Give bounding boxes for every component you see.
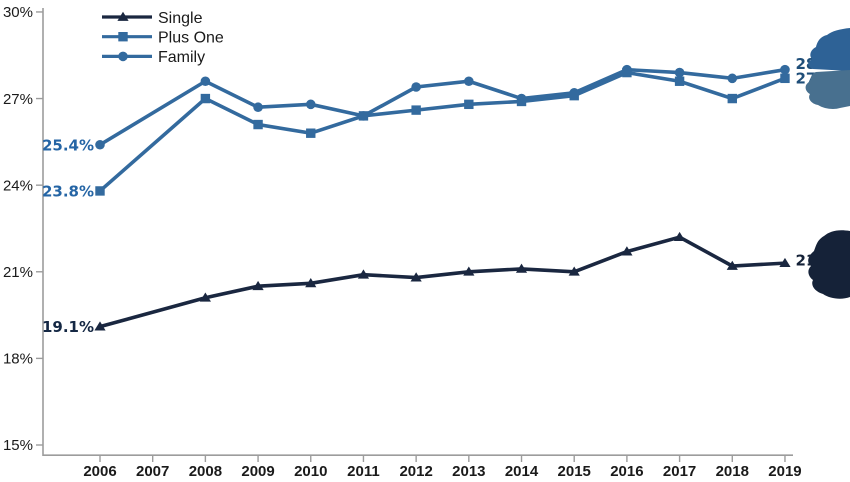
series-plus-one [95, 67, 790, 196]
data-point-plus-one-2010 [306, 128, 316, 138]
x-tick-label: 2015 [558, 463, 591, 480]
x-tick-label: 2011 [347, 463, 380, 480]
data-point-single-2019 [779, 257, 791, 268]
legend-item-single: Single [102, 10, 203, 27]
data-point-family-2009 [253, 102, 263, 113]
data-point-single-2008 [199, 292, 211, 302]
x-tick-label: 2018 [716, 463, 749, 480]
data-point-plus-one-2017 [674, 76, 685, 86]
data-point-single-2018 [726, 260, 738, 270]
y-tick-label: 30% [3, 4, 33, 21]
x-tick-label: 2010 [294, 463, 327, 480]
x-tick-label: 2014 [505, 463, 539, 480]
x-tick-label: 2006 [83, 463, 116, 480]
data-point-family-2018 [727, 73, 738, 84]
x-tick-label: 2013 [452, 463, 485, 480]
callout-blob-top-lower [805, 70, 850, 109]
series-start-label-plus-one: 23.8% [42, 182, 94, 200]
data-point-plus-one-2012 [411, 105, 421, 115]
x-tick-label: 2007 [136, 463, 169, 480]
data-point-single-2013 [463, 266, 475, 276]
legend-item-plus-one: Plus One [102, 30, 224, 47]
x-tick-label: 2009 [241, 463, 274, 480]
callout-blob-top-upper [808, 28, 850, 71]
y-tick-label: 18% [3, 351, 33, 368]
data-point-plus-one-2009 [253, 119, 263, 130]
data-point-single-2010 [305, 278, 317, 288]
data-point-family-2019 [780, 64, 790, 75]
data-point-plus-one-2016 [622, 67, 632, 78]
x-tick-label: 2012 [399, 463, 432, 480]
data-point-family-2010 [305, 99, 316, 110]
series-start-label-single: 19.1% [42, 318, 94, 336]
data-point-single-2009 [252, 280, 264, 291]
series-single [94, 231, 791, 331]
data-point-plus-one-2008 [200, 93, 211, 104]
data-point-family-2006 [95, 139, 105, 150]
legend: Single Plus One Family [102, 10, 224, 66]
y-tick-label: 15% [3, 437, 33, 454]
series-line-plus-one [98, 70, 786, 193]
data-point-single-2016 [621, 246, 633, 256]
data-point-single-2014 [515, 263, 528, 273]
data-point-single-2006 [94, 321, 106, 331]
data-point-plus-one-2013 [464, 99, 474, 110]
data-point-family-2012 [411, 82, 421, 92]
legend-triangle-icon [117, 11, 129, 21]
data-point-plus-one-2018 [727, 93, 737, 104]
series-start-label-family: 25.4% [42, 136, 94, 154]
legend-square-icon [118, 32, 128, 42]
data-point-family-2013 [464, 76, 474, 87]
callout-blob-bottom [808, 230, 850, 299]
y-tick-label: 21% [3, 264, 33, 281]
data-point-single-2015 [568, 266, 580, 276]
data-point-plus-one-2019 [780, 73, 790, 84]
x-tick-label: 2008 [189, 463, 222, 480]
y-tick-label: 24% [3, 177, 33, 194]
data-point-plus-one-2014 [516, 96, 527, 107]
data-point-single-2012 [410, 272, 422, 282]
legend-label-single: Single [158, 10, 203, 27]
legend-circle-icon [118, 51, 128, 62]
data-point-single-2017 [673, 231, 686, 242]
data-point-family-2017 [674, 67, 685, 78]
legend-item-family: Family [102, 49, 205, 66]
y-tick-label: 27% [3, 91, 33, 108]
series-line-single [99, 235, 786, 329]
legend-label-plus-one: Plus One [158, 30, 224, 47]
legend-label-family: Family [158, 49, 205, 66]
data-point-family-2008 [200, 76, 211, 87]
data-point-plus-one-2006 [95, 186, 105, 196]
data-point-single-2011 [357, 269, 370, 279]
x-tick-label: 2017 [663, 463, 696, 480]
data-point-plus-one-2015 [569, 90, 579, 101]
x-tick-label: 2019 [768, 463, 801, 480]
x-tick-label: 2016 [610, 463, 643, 480]
data-point-plus-one-2011 [358, 111, 369, 121]
